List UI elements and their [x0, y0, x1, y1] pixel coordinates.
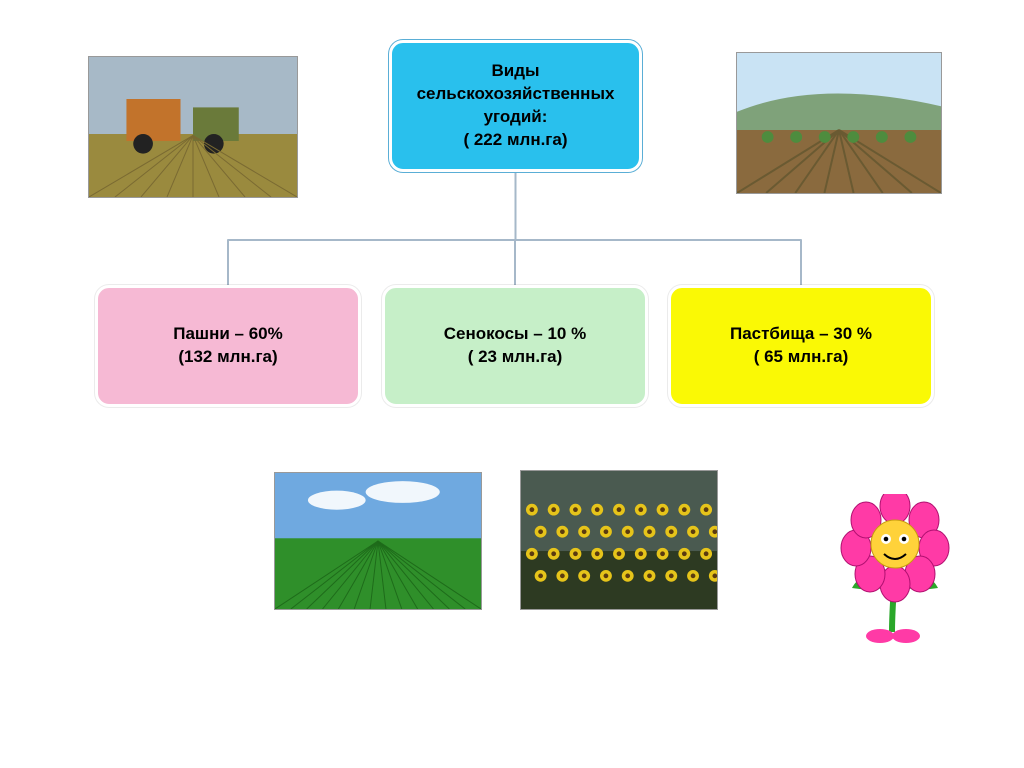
- root-title-1: Виды: [491, 60, 539, 83]
- root-title-2: сельскохозяйственных: [417, 83, 615, 106]
- child-label: Пашни – 60%: [173, 323, 283, 346]
- cartoon-flower-icon: [840, 494, 950, 644]
- child-sub: ( 23 млн.га): [468, 346, 563, 369]
- photo-vineyard-hills: [736, 52, 942, 194]
- child-label: Сенокосы – 10 %: [444, 323, 586, 346]
- photo-green-field: [274, 472, 482, 610]
- photo-harvest-machinery: [88, 56, 298, 198]
- root-node: Виды сельскохозяйственных угодий: ( 222 …: [389, 40, 642, 172]
- root-title-3: угодий:: [484, 106, 548, 129]
- root-subtitle: ( 222 млн.га): [463, 129, 567, 152]
- child-label: Пастбища – 30 %: [730, 323, 872, 346]
- child-node-arable: Пашни – 60% (132 млн.га): [95, 285, 361, 407]
- child-sub: ( 65 млн.га): [754, 346, 849, 369]
- child-node-hayfields: Сенокосы – 10 % ( 23 млн.га): [382, 285, 648, 407]
- photo-sunflower-field: [520, 470, 718, 610]
- child-sub: (132 млн.га): [178, 346, 277, 369]
- child-node-pastures: Пастбища – 30 % ( 65 млн.га): [668, 285, 934, 407]
